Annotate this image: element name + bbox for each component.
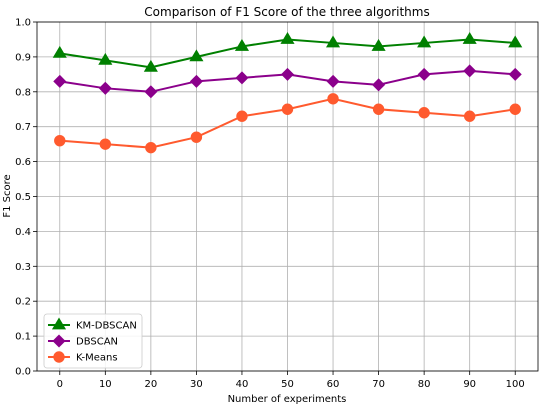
x-axis-ticks: 0 10 20 30 40 50 60 70 80 90 100 — [57, 371, 525, 390]
circle-marker — [236, 110, 248, 122]
triangle-marker — [280, 31, 295, 44]
triangle-marker — [371, 38, 386, 51]
legend-item: K-Means — [48, 351, 118, 364]
y-tick-label: 0.1 — [15, 332, 31, 343]
triangle-marker — [462, 31, 477, 44]
legend-item: KM-DBSCAN — [48, 317, 137, 332]
diamond-marker — [144, 85, 158, 99]
triangle-marker — [508, 35, 523, 48]
x-tick-label: 70 — [372, 379, 385, 390]
diamond-marker — [372, 78, 386, 92]
triangle-marker — [234, 38, 250, 51]
circle-marker — [54, 134, 66, 147]
triangle-marker — [98, 52, 113, 65]
circle-marker — [418, 107, 430, 119]
y-tick-label: 0.9 — [15, 52, 31, 63]
y-axis-ticks: 0.0 0.1 0.2 0.3 0.4 0.5 0.6 0.7 0.8 0.9 1.0 — [15, 18, 37, 378]
y-tick-label: 0.2 — [15, 297, 31, 308]
triangle-marker — [417, 35, 432, 48]
diamond-marker — [508, 67, 522, 81]
chart-title: Comparison of F1 Score of the three algo… — [144, 5, 429, 19]
series-km-dbscan — [52, 31, 523, 72]
diamond-marker — [417, 67, 431, 81]
diamond-marker — [235, 71, 249, 85]
y-tick-label: 0.6 — [15, 157, 31, 168]
legend: KM-DBSCAN DBSCAN K-Means — [43, 313, 143, 369]
circle-marker — [145, 141, 157, 154]
y-axis-label: F1 Score — [2, 174, 13, 217]
diamond-marker — [189, 74, 203, 88]
legend-circle-marker — [53, 351, 65, 363]
x-axis-label: Number of experiments — [228, 394, 347, 405]
x-tick-label: 100 — [506, 379, 525, 390]
triangle-marker — [189, 49, 204, 62]
y-tick-label: 1.0 — [15, 18, 31, 29]
legend-triangle-marker — [51, 317, 67, 330]
series-dbscan — [53, 64, 522, 99]
circle-marker — [463, 110, 476, 122]
plot-frame — [36, 21, 539, 372]
legend-box — [43, 313, 143, 369]
circle-marker — [509, 103, 521, 115]
x-tick-label: 90 — [463, 379, 476, 390]
diamond-marker — [463, 64, 477, 78]
y-tick-label: 0.7 — [15, 122, 31, 133]
x-tick-label: 0 — [57, 379, 63, 390]
x-tick-label: 40 — [236, 379, 249, 390]
triangle-marker — [52, 45, 67, 58]
legend-label: DBSCAN — [76, 337, 118, 348]
y-tick-label: 0.0 — [15, 367, 31, 378]
legend-diamond-marker — [52, 334, 66, 348]
legend-label: K-Means — [76, 353, 118, 364]
y-tick-label: 0.4 — [15, 227, 31, 238]
circle-marker — [281, 103, 294, 115]
series-k-means — [54, 93, 521, 154]
diamond-marker — [280, 67, 295, 81]
triangle-marker — [143, 59, 158, 72]
y-tick-label: 0.8 — [15, 87, 31, 98]
diamond-marker — [53, 74, 67, 88]
x-tick-label: 20 — [144, 379, 157, 390]
x-tick-label: 30 — [190, 379, 203, 390]
triangle-marker — [325, 35, 341, 48]
diamond-marker — [98, 81, 112, 95]
diamond-marker — [326, 74, 340, 88]
y-tick-label: 0.5 — [15, 192, 31, 203]
legend-item: DBSCAN — [48, 334, 118, 348]
circle-marker — [372, 103, 385, 115]
legend-label: KM-DBSCAN — [76, 321, 137, 332]
series-layer — [52, 31, 523, 154]
circle-marker — [99, 138, 112, 150]
circle-marker — [327, 93, 339, 105]
x-tick-label: 80 — [418, 379, 431, 390]
circle-marker — [190, 131, 203, 143]
x-tick-label: 50 — [281, 379, 294, 390]
x-tick-label: 60 — [327, 379, 340, 390]
x-tick-label: 10 — [99, 379, 112, 390]
y-tick-label: 0.3 — [15, 262, 31, 273]
